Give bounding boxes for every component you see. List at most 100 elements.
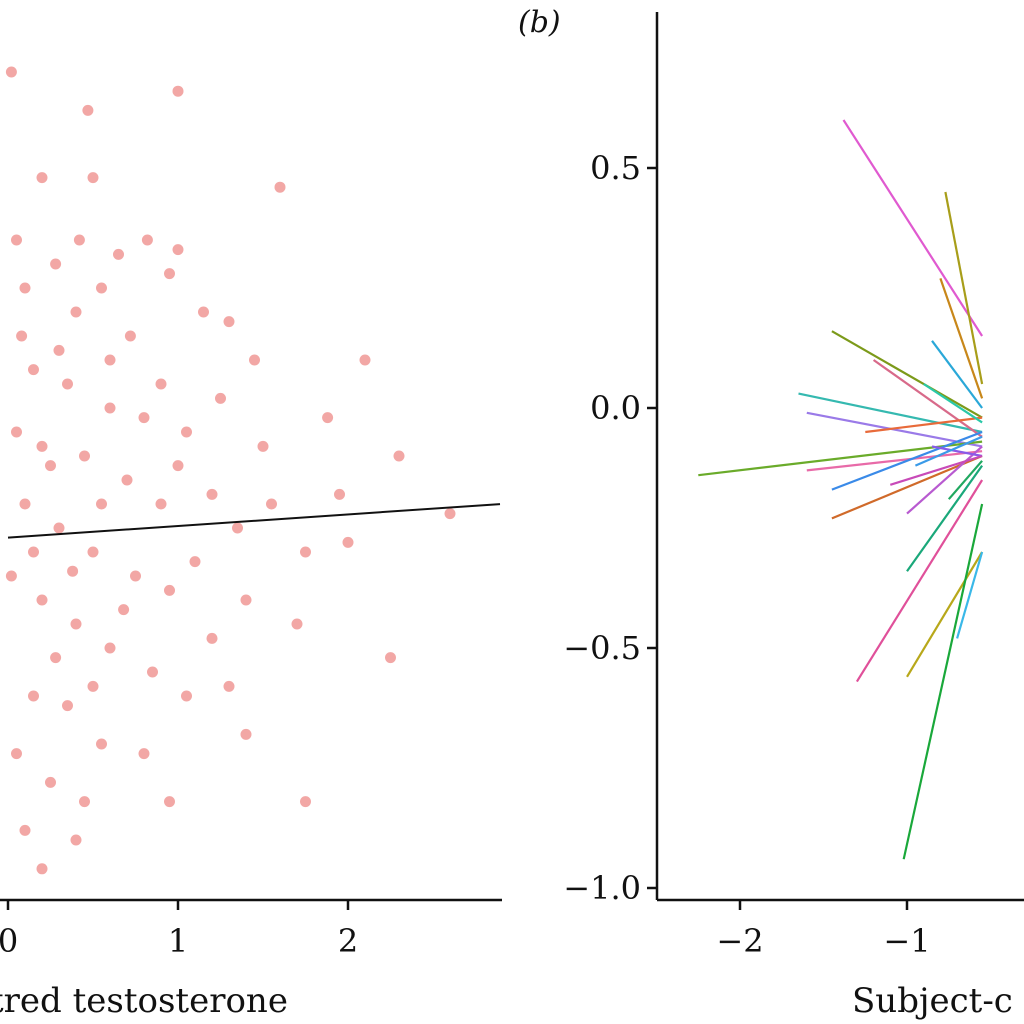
scatter-point bbox=[113, 248, 124, 260]
scatter-point bbox=[300, 546, 311, 558]
scatter-point bbox=[300, 796, 311, 808]
subject-line bbox=[831, 454, 983, 520]
scatter-point bbox=[70, 834, 82, 846]
scatter-point bbox=[124, 330, 136, 342]
scatter-point bbox=[104, 354, 116, 366]
subject-line bbox=[923, 383, 983, 424]
scatter-point bbox=[11, 426, 22, 438]
scatter-point bbox=[28, 546, 39, 558]
scatter-point bbox=[240, 728, 252, 740]
scatter-point bbox=[28, 364, 39, 376]
subject-line bbox=[944, 191, 984, 385]
scatter-point bbox=[249, 354, 260, 366]
subject-line bbox=[902, 503, 984, 860]
scatter-point bbox=[206, 632, 218, 644]
scatter-point bbox=[138, 748, 150, 760]
scatter-point bbox=[141, 234, 153, 246]
scatter-point bbox=[189, 556, 201, 568]
scatter-point bbox=[104, 402, 116, 414]
scatter-point bbox=[96, 738, 107, 750]
scatter-point bbox=[444, 508, 456, 520]
subject-line bbox=[906, 445, 983, 515]
scatter-point bbox=[172, 244, 184, 256]
scatter-point bbox=[334, 488, 345, 500]
scatter-point bbox=[45, 460, 56, 472]
scatter-point bbox=[155, 498, 167, 510]
scatter-point bbox=[215, 392, 226, 404]
subject-line bbox=[842, 119, 984, 337]
scatter-point bbox=[130, 570, 141, 582]
x-axis-title: Subject-c bbox=[852, 981, 1013, 1021]
scatter-point bbox=[45, 776, 56, 788]
scatter-point bbox=[121, 474, 133, 486]
scatter-point bbox=[181, 690, 192, 702]
scatter-point bbox=[19, 498, 31, 510]
scatter-point bbox=[155, 378, 167, 390]
panel-b-lines: (b) 0.5 0.0 −0.5 −1.0 −2 −1 Subject-c bbox=[518, 5, 1024, 1021]
scatter-point bbox=[118, 604, 130, 616]
panel-label: (b) bbox=[518, 5, 561, 40]
scatter-point bbox=[181, 426, 192, 438]
subject-line bbox=[931, 445, 983, 458]
scatter-point bbox=[96, 282, 107, 294]
scatter-point bbox=[11, 748, 22, 760]
scatter-point bbox=[53, 344, 65, 356]
subject-line bbox=[906, 551, 984, 678]
scatter-point bbox=[53, 522, 65, 534]
scatter-point bbox=[385, 652, 396, 664]
scatter-point bbox=[79, 796, 90, 808]
scatter-point bbox=[70, 306, 82, 318]
scatter-point bbox=[138, 412, 150, 424]
scatter-point bbox=[16, 330, 28, 342]
scatter-point bbox=[223, 680, 235, 692]
subject-line bbox=[831, 330, 983, 419]
subject-line bbox=[865, 416, 983, 434]
scatter-point bbox=[82, 104, 94, 116]
scatter-point bbox=[28, 690, 39, 702]
scatter-point bbox=[198, 306, 209, 318]
scatter-point bbox=[291, 618, 303, 630]
scatter-point bbox=[266, 498, 277, 510]
scatter-point bbox=[36, 440, 48, 452]
subject-line bbox=[889, 454, 983, 486]
scatter-point bbox=[73, 234, 85, 246]
x-tick-label: 2 bbox=[338, 922, 358, 960]
scatter-point bbox=[67, 565, 79, 577]
panel-a-scatter: 0 1 2 tred testosterone bbox=[0, 66, 502, 1021]
scatter-point bbox=[5, 570, 17, 582]
scatter-point bbox=[342, 536, 354, 548]
subject-line bbox=[947, 460, 983, 500]
scatter-point bbox=[62, 700, 73, 712]
subject-line bbox=[939, 278, 984, 399]
scatter-point bbox=[70, 618, 82, 630]
x-tick-label: −2 bbox=[716, 922, 763, 960]
scatter-point bbox=[257, 440, 269, 452]
scatter-point bbox=[223, 316, 235, 328]
scatter-point bbox=[164, 268, 175, 280]
scatter-point bbox=[393, 450, 405, 462]
scatter-point bbox=[164, 584, 175, 596]
scatter-point bbox=[240, 594, 252, 606]
x-tick-label: 1 bbox=[168, 922, 188, 960]
scatter-point bbox=[62, 378, 73, 390]
scatter-point bbox=[50, 258, 62, 270]
subject-line bbox=[806, 450, 983, 472]
scatter-point bbox=[87, 172, 99, 184]
scatter-point bbox=[172, 460, 184, 472]
y-tick-label: −0.5 bbox=[563, 629, 641, 667]
scatter-point bbox=[359, 354, 371, 366]
subject-line bbox=[931, 340, 983, 409]
scatter-point bbox=[322, 412, 334, 424]
subject-line bbox=[855, 479, 984, 683]
scatter-point bbox=[79, 450, 90, 462]
y-tick-label: −1.0 bbox=[563, 869, 641, 907]
scatter-point bbox=[11, 234, 22, 246]
y-tick-label: 0.5 bbox=[590, 149, 641, 187]
fit-line bbox=[7, 503, 501, 539]
scatter-point bbox=[50, 652, 62, 664]
scatter-point bbox=[274, 181, 286, 193]
scatter-point bbox=[232, 522, 243, 534]
scatter-point bbox=[147, 666, 158, 678]
subject-line bbox=[956, 551, 984, 639]
scatter-point bbox=[87, 546, 99, 558]
